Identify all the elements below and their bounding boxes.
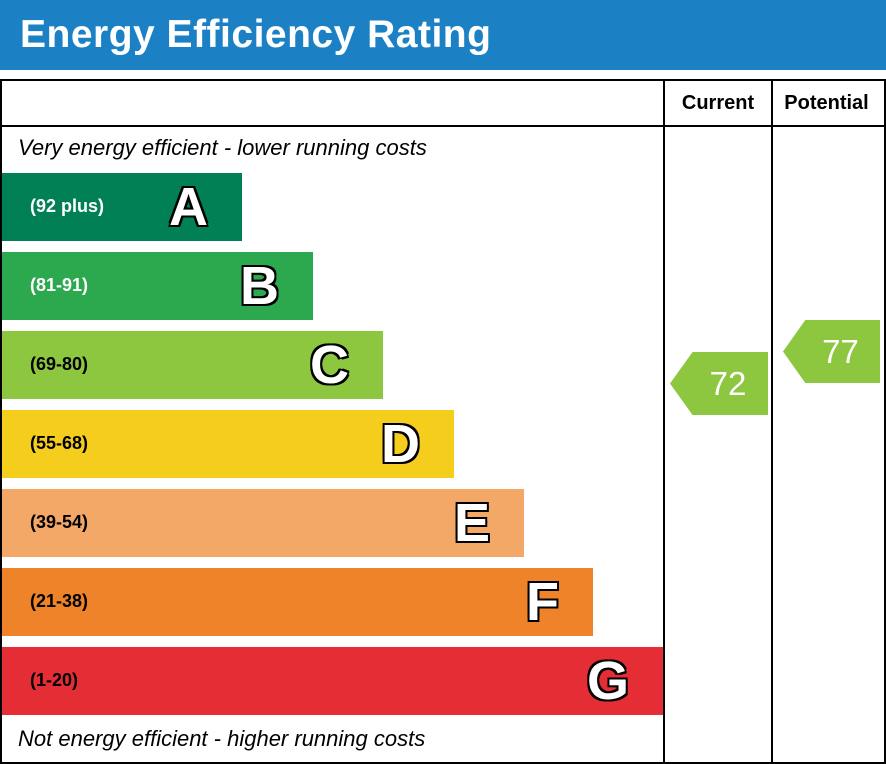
band-bar-f: (21-38) F: [2, 567, 593, 636]
band-range-label: (21-38): [30, 591, 89, 611]
band-range-label: (39-54): [30, 512, 89, 532]
band-bar-c: (69-80) C: [2, 330, 383, 399]
table-body: Very energy efficient - lower running co…: [2, 127, 884, 762]
band-row-c: (69-80) C: [2, 330, 663, 399]
header-cell-potential: Potential: [784, 91, 869, 114]
band-bar-d: (55-68) D: [2, 409, 454, 478]
header-cell-empty: [2, 81, 665, 125]
band-range-label: (69-80): [30, 354, 89, 374]
band-row-d: (55-68) D: [2, 409, 663, 478]
chart-area: Very energy efficient - lower running co…: [2, 127, 665, 762]
band-letter: D: [380, 413, 422, 474]
table-header-row: Current Potential: [2, 81, 884, 127]
band-range-label: (55-68): [30, 433, 89, 453]
band-letter: C: [309, 334, 351, 395]
potential-column: 77: [773, 127, 880, 762]
band-bar-g: (1-20) G: [2, 646, 663, 715]
potential-rating-value: 77: [822, 332, 859, 370]
bottom-note: Not energy efficient - higher running co…: [18, 725, 426, 751]
band-row-b: (81-91) B: [2, 251, 663, 320]
band-range-label: (1-20): [30, 670, 79, 690]
band-letter: E: [452, 492, 491, 553]
rating-table: Current Potential Very energy efficient …: [0, 79, 886, 764]
band-bar-b: (81-91) B: [2, 251, 313, 320]
band-row-f: (21-38) F: [2, 567, 663, 636]
potential-rating-pointer: 77: [783, 320, 880, 383]
band-range-label: (92 plus): [30, 196, 105, 216]
title-bar: Energy Efficiency Rating: [0, 0, 886, 70]
band-row-a: (92 plus) A: [2, 172, 663, 241]
band-letter: A: [168, 176, 210, 237]
band-row-g: (1-20) G: [2, 646, 663, 715]
current-column: 72: [665, 127, 773, 762]
current-rating-pointer: 72: [670, 352, 768, 415]
band-letter: B: [239, 255, 281, 316]
page-title: Energy Efficiency Rating: [20, 13, 492, 56]
header-cell-current: Current: [665, 81, 773, 125]
band-letter: G: [585, 650, 630, 711]
current-rating-value: 72: [709, 364, 747, 402]
band-bar-e: (39-54) E: [2, 488, 524, 557]
bands: (92 plus) A (81-91) B (69-80) C (55-68) D (39-54…: [2, 172, 663, 715]
top-note: Very energy efficient - lower running co…: [18, 135, 427, 160]
band-letter: F: [525, 571, 561, 632]
band-row-e: (39-54) E: [2, 488, 663, 557]
band-bar-a: (92 plus) A: [2, 172, 242, 241]
band-range-label: (81-91): [30, 275, 89, 295]
